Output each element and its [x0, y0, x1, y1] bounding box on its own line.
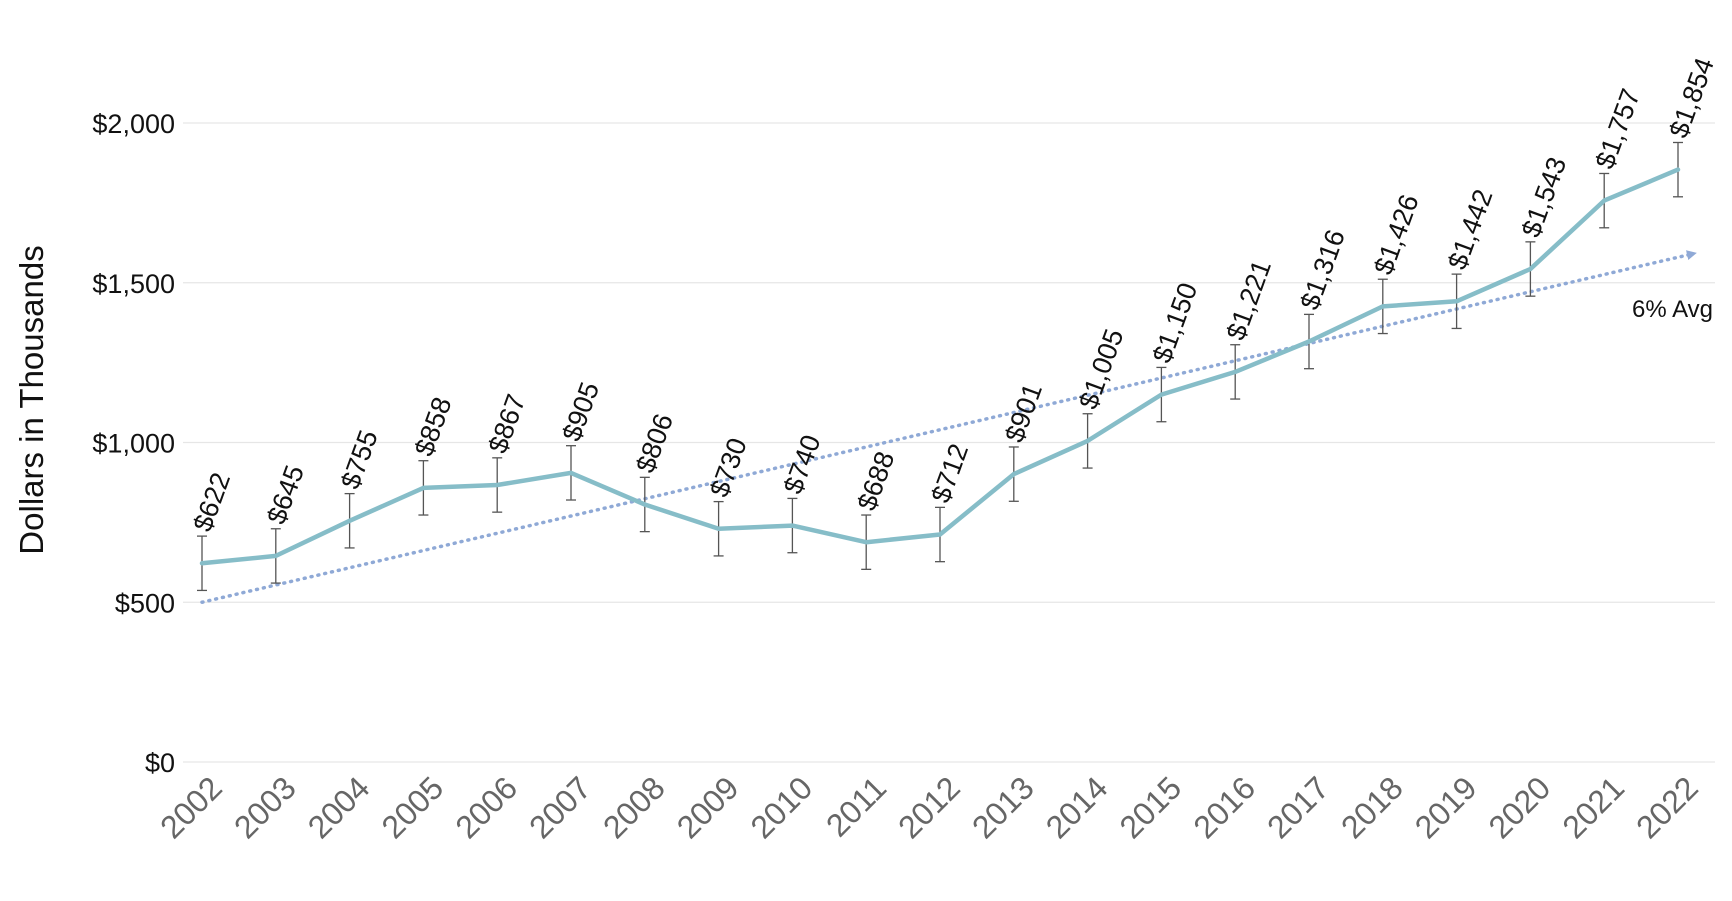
x-tick-label: 2005	[375, 769, 451, 845]
x-tick-label: 2006	[448, 769, 524, 845]
x-tick-label: 2020	[1482, 769, 1558, 845]
trendline-path	[200, 250, 1697, 604]
data-label: $1,426	[1368, 191, 1424, 279]
y-axis-label: Dollars in Thousands	[13, 245, 50, 554]
x-tick-label: 2018	[1334, 769, 1410, 845]
y-tick-label: $1,500	[92, 269, 175, 299]
x-tick-label: 2007	[522, 769, 598, 845]
trendline: 6% Avg	[200, 250, 1713, 604]
y-tick-label: $500	[115, 588, 175, 618]
data-label: $867	[483, 390, 532, 457]
data-label: $1,442	[1442, 185, 1498, 273]
x-tick-label: 2009	[670, 769, 746, 845]
x-tick-label: 2017	[1260, 769, 1336, 845]
x-tick-label: 2016	[1186, 769, 1262, 845]
x-tick-label: 2008	[596, 769, 672, 845]
data-label: $806	[630, 410, 679, 477]
data-label: $712	[925, 440, 974, 507]
x-tick-label: 2004	[301, 769, 377, 845]
data-label: $740	[778, 431, 827, 498]
series-line-layer	[199, 167, 1681, 566]
data-label: $755	[335, 426, 384, 493]
x-tick-label: 2019	[1408, 769, 1484, 845]
data-label: $1,005	[1073, 325, 1129, 413]
x-tick-label: 2011	[819, 769, 893, 843]
y-axis-ticks: $0 $500 $1,000 $1,500 $2,000	[92, 109, 175, 778]
y-tick-label: $1,000	[92, 429, 175, 459]
x-tick-label: 2014	[1039, 769, 1115, 845]
gridlines	[183, 122, 1715, 763]
x-tick-label: 2015	[1113, 769, 1189, 845]
x-tick-label: 2010	[744, 769, 820, 845]
data-labels: $622 $645 $755 $858 $867 $905 $806 $730 $740 $688…	[187, 54, 1719, 535]
series-line	[199, 167, 1681, 566]
x-tick-label: 2002	[153, 769, 229, 845]
y-tick-label: $2,000	[92, 109, 175, 139]
x-tick-label: 2021	[1555, 769, 1631, 845]
trendline-label: 6% Avg	[1632, 296, 1713, 323]
data-label: $1,316	[1294, 226, 1350, 314]
x-tick-label: 2022	[1629, 769, 1705, 845]
x-tick-label: 2012	[891, 769, 967, 845]
x-tick-label: 2013	[965, 769, 1041, 845]
data-label: $858	[409, 393, 458, 460]
error-bars	[197, 141, 1683, 592]
data-label: $688	[852, 448, 901, 515]
y-tick-label: $0	[145, 748, 175, 778]
data-label: $622	[187, 469, 236, 536]
x-tick-label: 2003	[227, 769, 303, 845]
data-label: $645	[261, 461, 310, 528]
data-label: $905	[556, 378, 605, 445]
data-label: $1,221	[1221, 256, 1277, 344]
data-label: $1,757	[1590, 85, 1646, 173]
data-label: $1,854	[1663, 54, 1719, 142]
data-label: $1,150	[1147, 279, 1203, 367]
data-label: $730	[704, 434, 753, 501]
data-label: $1,543	[1516, 153, 1572, 241]
